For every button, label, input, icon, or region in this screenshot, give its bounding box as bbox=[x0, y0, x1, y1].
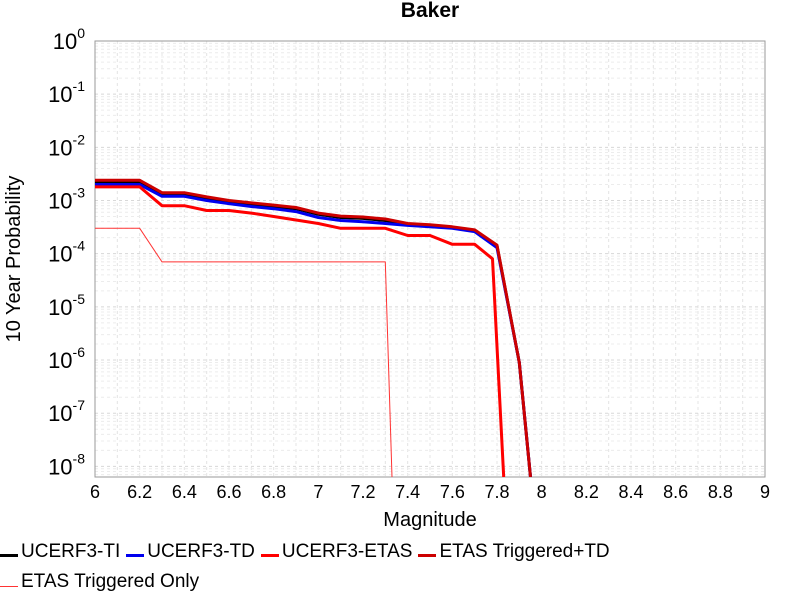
x-tick-label: 6 bbox=[90, 482, 100, 502]
y-tick-base: 10 bbox=[48, 295, 72, 320]
y-tick-base: 10 bbox=[53, 29, 77, 54]
series-line-2 bbox=[95, 185, 506, 477]
y-tick-label: 10-8 bbox=[48, 450, 85, 479]
legend-row-2: ETAS Triggered Only bbox=[0, 567, 800, 597]
legend-item-ucerf3-ti: UCERF3-TI bbox=[0, 541, 120, 563]
x-tick-label: 7.6 bbox=[440, 482, 465, 502]
x-tick-label: 6.4 bbox=[172, 482, 197, 502]
x-tick-label: 9 bbox=[760, 482, 770, 502]
y-tick-exponent: -1 bbox=[73, 78, 86, 94]
legend-swatch-etas-triggered-only bbox=[0, 585, 18, 587]
x-tick-label: 6.6 bbox=[216, 482, 241, 502]
legend-label-ucerf3-td: UCERF3-TD bbox=[147, 541, 255, 562]
y-tick-label: 10-2 bbox=[48, 131, 85, 160]
y-tick-exponent: -8 bbox=[73, 450, 86, 466]
y-tick-exponent: -5 bbox=[73, 291, 86, 307]
x-axis-label: Magnitude bbox=[383, 509, 476, 531]
y-axis-label: 10 Year Probability bbox=[3, 176, 25, 343]
y-tick-exponent: -3 bbox=[73, 185, 86, 201]
y-tick-label: 10-6 bbox=[48, 344, 85, 373]
x-tick-label: 7.4 bbox=[395, 482, 420, 502]
y-tick-base: 10 bbox=[48, 135, 72, 160]
y-tick-label: 10-4 bbox=[48, 238, 85, 267]
y-tick-label: 100 bbox=[53, 25, 85, 54]
y-tick-base: 10 bbox=[48, 82, 72, 107]
series-line-3 bbox=[95, 178, 532, 477]
legend-item-ucerf3-etas: UCERF3-ETAS bbox=[260, 541, 413, 563]
x-tick-label: 6.2 bbox=[127, 482, 152, 502]
y-tick-exponent: -7 bbox=[73, 397, 86, 413]
y-tick-label: 10-1 bbox=[48, 78, 85, 107]
series-line-0 bbox=[95, 180, 532, 477]
legend-item-ucerf3-td: UCERF3-TD bbox=[126, 541, 255, 563]
legend-swatch-ucerf3-td bbox=[126, 553, 145, 557]
x-tick-label: 7 bbox=[313, 482, 323, 502]
x-tick-label: 7.2 bbox=[350, 482, 375, 502]
x-tick-label: 8.2 bbox=[574, 482, 599, 502]
legend-label-etas-triggered-only: ETAS Triggered Only bbox=[21, 571, 200, 592]
legend-item-etas-triggered-only: ETAS Triggered Only bbox=[0, 571, 199, 593]
y-tick-label: 10-3 bbox=[48, 185, 85, 214]
y-tick-exponent: 0 bbox=[77, 25, 85, 41]
legend-label-ucerf3-ti: UCERF3-TI bbox=[21, 541, 121, 562]
chart: Baker 10010-110-210-310-410-510-610-710-… bbox=[3, 0, 770, 531]
legend-label-ucerf3-etas: UCERF3-ETAS bbox=[281, 541, 413, 562]
y-tick-label: 10-5 bbox=[48, 291, 85, 320]
y-tick-base: 10 bbox=[48, 454, 72, 479]
grid bbox=[94, 40, 766, 477]
series-line-4 bbox=[95, 227, 393, 477]
legend-row-1: UCERF3-TI UCERF3-TD UCERF3-ETAS ETAS Tri… bbox=[0, 537, 800, 567]
x-tick-label: 8 bbox=[537, 482, 547, 502]
plot-area bbox=[94, 40, 766, 478]
x-tick-label: 8.6 bbox=[663, 482, 688, 502]
y-tick-base: 10 bbox=[48, 242, 72, 267]
y-tick-exponent: -6 bbox=[73, 344, 86, 360]
y-tick-base: 10 bbox=[48, 189, 72, 214]
legend-swatch-ucerf3-etas bbox=[260, 553, 279, 557]
x-tick-label: 8.8 bbox=[708, 482, 733, 502]
legend: UCERF3-TI UCERF3-TD UCERF3-ETAS ETAS Tri… bbox=[0, 537, 800, 597]
x-tick-label: 8.4 bbox=[618, 482, 643, 502]
series-line-1 bbox=[95, 183, 532, 477]
legend-label-etas-triggered-td: ETAS Triggered+TD bbox=[439, 541, 610, 562]
legend-swatch-ucerf3-ti bbox=[0, 553, 18, 557]
legend-swatch-etas-triggered-td bbox=[418, 553, 437, 557]
x-tick-label: 7.8 bbox=[484, 482, 509, 502]
x-tick-label: 6.8 bbox=[261, 482, 286, 502]
y-tick-base: 10 bbox=[48, 348, 72, 373]
chart-title: Baker bbox=[401, 0, 459, 22]
legend-item-etas-triggered-td: ETAS Triggered+TD bbox=[418, 541, 610, 563]
x-axis-ticks: 6 6.2 6.4 6.6 6.8 7 7.2 7.4 7.6 7.8 8 8.2 8.4 8.6 8.8 9 bbox=[90, 482, 770, 502]
y-tick-label: 10-7 bbox=[48, 397, 85, 426]
y-tick-exponent: -4 bbox=[73, 238, 86, 254]
series-group bbox=[95, 178, 532, 477]
y-tick-exponent: -2 bbox=[73, 131, 86, 147]
y-tick-base: 10 bbox=[48, 401, 72, 426]
